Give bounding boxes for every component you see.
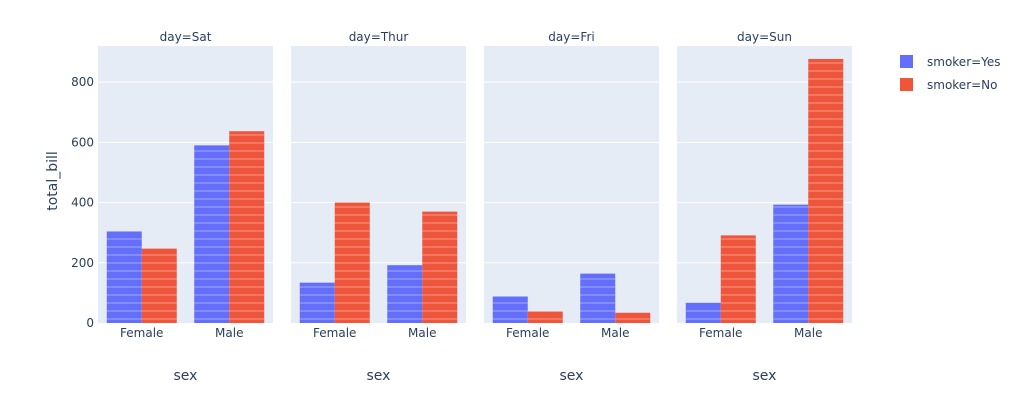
x-tick-label: Male bbox=[215, 326, 243, 340]
facet-title: day=Fri bbox=[548, 30, 594, 44]
bar bbox=[492, 296, 528, 323]
bar bbox=[106, 231, 142, 323]
bar bbox=[141, 248, 177, 323]
x-axis-title: sex bbox=[560, 368, 584, 384]
x-tick-label: Male bbox=[408, 326, 436, 340]
x-axis-title: sex bbox=[367, 368, 391, 384]
bar bbox=[773, 204, 809, 323]
facet-panel: Female Male day=Thur sex bbox=[291, 30, 466, 384]
y-tick-label: 200 bbox=[71, 256, 94, 270]
x-axis-title: sex bbox=[753, 368, 777, 384]
bar bbox=[387, 265, 423, 323]
y-tick-label: 800 bbox=[71, 75, 94, 89]
legend-item[interactable]: smoker=No bbox=[900, 78, 998, 92]
bar bbox=[580, 273, 616, 323]
y-tick-label: 0 bbox=[86, 316, 94, 330]
y-tick-label: 400 bbox=[71, 196, 94, 210]
legend-label: smoker=No bbox=[927, 78, 998, 92]
facet-title: day=Sat bbox=[160, 30, 212, 44]
x-tick-label: Male bbox=[794, 326, 822, 340]
y-axis-title: total_bill bbox=[45, 151, 61, 211]
bar bbox=[422, 211, 458, 323]
bar bbox=[194, 145, 230, 323]
facet-title: day=Thur bbox=[349, 30, 409, 44]
facet-panels: Female Male day=Sat sex Female Male day=Thur se… bbox=[71, 30, 852, 384]
legend-item[interactable]: smoker=Yes bbox=[900, 55, 1001, 69]
legend: smoker=Yes smoker=No bbox=[900, 55, 1001, 92]
legend-swatch bbox=[900, 55, 913, 68]
legend-label: smoker=Yes bbox=[927, 55, 1001, 69]
x-tick-label: Female bbox=[699, 326, 742, 340]
legend-swatch bbox=[900, 78, 913, 91]
x-tick-label: Female bbox=[120, 326, 163, 340]
plot-background bbox=[484, 46, 659, 323]
y-tick-label: 600 bbox=[71, 135, 94, 149]
x-axis-title: sex bbox=[174, 368, 198, 384]
facet-panel: Female Male day=Fri sex bbox=[484, 30, 659, 384]
bar bbox=[685, 302, 721, 323]
x-tick-label: Male bbox=[601, 326, 629, 340]
x-tick-label: Female bbox=[506, 326, 549, 340]
facet-title: day=Sun bbox=[737, 30, 792, 44]
bar bbox=[229, 131, 265, 323]
facet-panel: Female Male day=Sun sex bbox=[677, 30, 852, 384]
bar bbox=[615, 312, 651, 323]
x-tick-label: Female bbox=[313, 326, 356, 340]
bar bbox=[527, 311, 563, 323]
facet-panel: Female Male day=Sat sex bbox=[98, 30, 273, 384]
